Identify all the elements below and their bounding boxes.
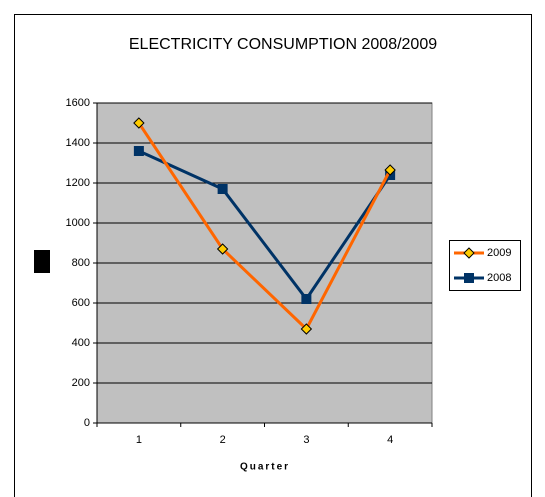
x-tick-label: 3	[303, 434, 309, 446]
legend-label: 2008	[487, 272, 511, 284]
y-tick-label: 400	[72, 337, 90, 349]
y-tick-label: 1200	[66, 177, 90, 189]
chart-title: ELECTRICITY CONSUMPTION 2008/2009	[129, 36, 437, 53]
marker-diamond	[216, 243, 229, 255]
marker-diamond	[463, 247, 475, 259]
y-tick-label: 1400	[66, 137, 90, 149]
y-tick-label: 200	[72, 377, 90, 389]
marker-square	[301, 294, 312, 304]
y-tick-label: 1000	[66, 217, 90, 229]
marker-square	[133, 146, 144, 156]
marker-square	[464, 273, 474, 283]
marker-diamond	[384, 164, 396, 176]
x-tick-label: 1	[136, 434, 142, 446]
series-line	[137, 122, 392, 332]
legend-label: 2009	[487, 247, 511, 259]
y-tick-label: 1600	[66, 97, 90, 109]
y-axis-label-box	[34, 250, 50, 273]
marker-square	[217, 184, 228, 194]
marker-diamond	[133, 117, 145, 129]
y-tick-label: 800	[72, 257, 90, 269]
y-tick-label: 600	[72, 297, 90, 309]
x-tick-label: 2	[220, 434, 226, 446]
series-line	[138, 149, 392, 302]
y-tick-label: 0	[84, 417, 90, 429]
x-tick-label: 4	[387, 434, 393, 446]
legend-box	[449, 240, 521, 291]
x-axis-label: Quarter	[240, 462, 290, 473]
marker-diamond	[300, 323, 313, 335]
